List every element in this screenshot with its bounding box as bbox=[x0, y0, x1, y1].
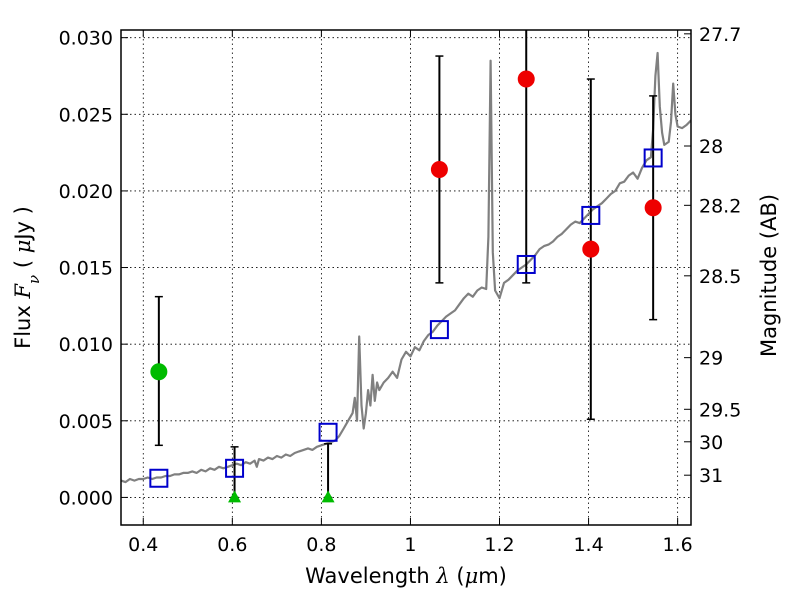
data-point bbox=[582, 240, 600, 258]
model-point bbox=[318, 422, 338, 442]
upper-limit-point bbox=[321, 490, 335, 503]
x-tick-label: 0.8 bbox=[306, 534, 336, 556]
y2-tick-label: 28.5 bbox=[699, 266, 741, 288]
data-point bbox=[644, 199, 662, 217]
model-point bbox=[643, 148, 663, 168]
data-point bbox=[430, 160, 448, 178]
x-axis-label: Wavelength λ (μm) bbox=[305, 564, 507, 588]
upper-limit-point bbox=[228, 490, 242, 503]
y2-tick-label: 29 bbox=[699, 348, 723, 370]
y2-tick-label: 28 bbox=[699, 136, 723, 158]
y-tick-label: 0.010 bbox=[59, 334, 113, 356]
y2-axis-label: Magnitude (AB) bbox=[757, 194, 781, 357]
x-tick-label: 0.4 bbox=[128, 534, 158, 556]
x-tick-label: 1.6 bbox=[663, 534, 693, 556]
y-tick-label: 0.025 bbox=[59, 104, 113, 126]
y2-tick-label: 29.5 bbox=[699, 399, 741, 421]
y-tick-label: 0.005 bbox=[59, 411, 113, 433]
model-point bbox=[429, 320, 449, 340]
model-point bbox=[581, 205, 601, 225]
model-point bbox=[149, 468, 169, 488]
x-tick-label: 1.4 bbox=[573, 534, 603, 556]
plot-frame bbox=[120, 29, 692, 526]
model-point bbox=[516, 254, 536, 274]
y-tick-label: 0.030 bbox=[59, 28, 113, 50]
axes bbox=[120, 29, 692, 526]
y-tick-label: 0.015 bbox=[59, 258, 113, 280]
y2-tick-label: 27.7 bbox=[699, 24, 741, 46]
y-axis-label: Flux Fν ( μJy ) bbox=[11, 206, 43, 349]
y-tick-label: 0.020 bbox=[59, 181, 113, 203]
y-tick-label: 0.000 bbox=[59, 487, 113, 509]
grid-lines bbox=[121, 30, 691, 525]
x-tick-label: 1 bbox=[404, 534, 416, 556]
data-point bbox=[150, 363, 168, 381]
labels: 0.4 0.6 0.8 1 1.2 1.4 1.6 0.000 0.005 0.010 0.015 0… bbox=[11, 24, 781, 588]
data-point bbox=[517, 70, 535, 88]
model-point bbox=[225, 458, 245, 478]
x-tick-label: 1.2 bbox=[484, 534, 514, 556]
x-tick-label: 0.6 bbox=[217, 534, 247, 556]
plot-content bbox=[121, 30, 691, 503]
y2-tick-label: 31 bbox=[699, 465, 723, 487]
series-group bbox=[121, 30, 691, 503]
y2-tick-label: 30 bbox=[699, 432, 723, 454]
y2-tick-label: 28.2 bbox=[699, 195, 741, 217]
